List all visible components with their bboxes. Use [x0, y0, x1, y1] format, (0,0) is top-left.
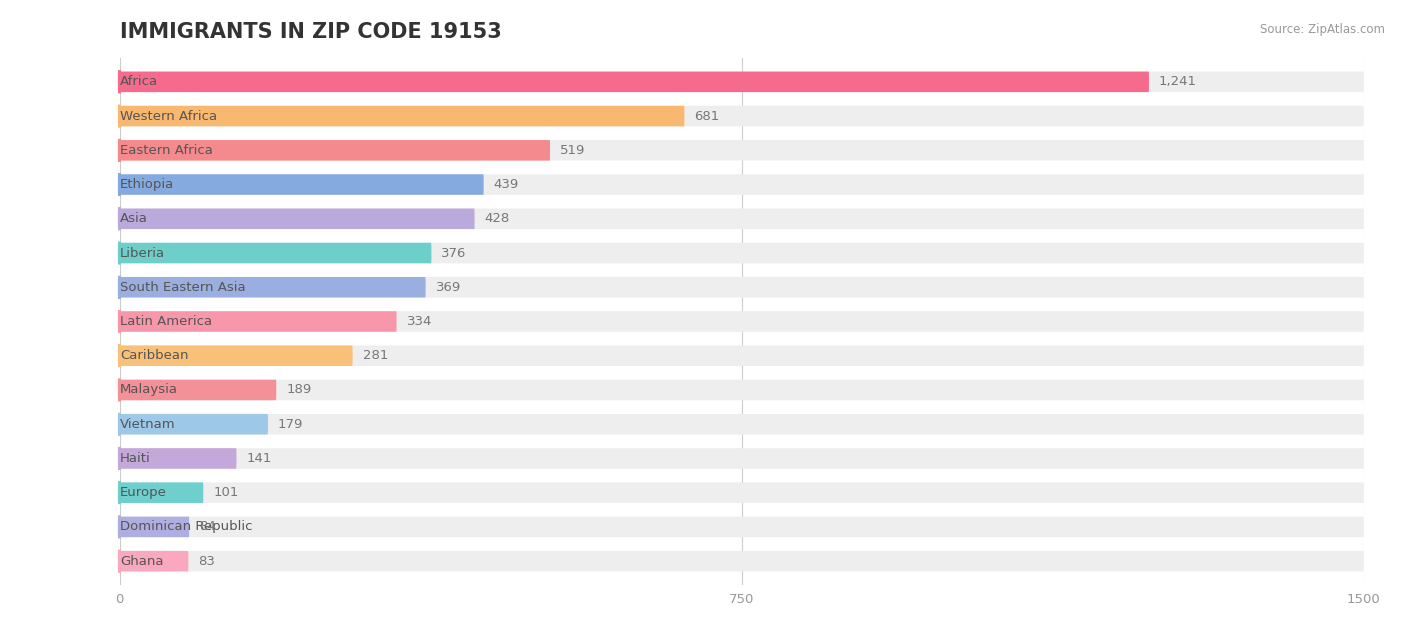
- FancyBboxPatch shape: [120, 311, 1364, 332]
- Text: 101: 101: [214, 486, 239, 499]
- Text: Haiti: Haiti: [120, 452, 150, 465]
- Text: IMMIGRANTS IN ZIP CODE 19153: IMMIGRANTS IN ZIP CODE 19153: [120, 23, 502, 42]
- Text: Dominican Republic: Dominican Republic: [120, 520, 252, 534]
- FancyBboxPatch shape: [120, 551, 1364, 572]
- FancyBboxPatch shape: [120, 106, 685, 126]
- FancyBboxPatch shape: [120, 448, 236, 469]
- Text: Africa: Africa: [120, 75, 157, 88]
- FancyBboxPatch shape: [120, 277, 1364, 298]
- FancyBboxPatch shape: [120, 345, 353, 366]
- Text: 681: 681: [695, 109, 720, 123]
- FancyBboxPatch shape: [120, 517, 1364, 537]
- Text: Source: ZipAtlas.com: Source: ZipAtlas.com: [1260, 23, 1385, 35]
- Text: 334: 334: [406, 315, 432, 328]
- Text: 1,241: 1,241: [1159, 75, 1197, 88]
- Text: Ghana: Ghana: [120, 555, 163, 568]
- FancyBboxPatch shape: [120, 448, 1364, 469]
- Text: Liberia: Liberia: [120, 246, 165, 260]
- Text: Caribbean: Caribbean: [120, 349, 188, 362]
- Text: Europe: Europe: [120, 486, 167, 499]
- FancyBboxPatch shape: [120, 551, 188, 572]
- FancyBboxPatch shape: [120, 71, 1364, 92]
- FancyBboxPatch shape: [120, 345, 1364, 366]
- Text: Malaysia: Malaysia: [120, 383, 177, 397]
- Text: 281: 281: [363, 349, 388, 362]
- Text: 189: 189: [287, 383, 312, 397]
- FancyBboxPatch shape: [120, 482, 1364, 503]
- FancyBboxPatch shape: [120, 414, 1364, 435]
- Text: 84: 84: [200, 520, 217, 534]
- Text: Eastern Africa: Eastern Africa: [120, 144, 212, 157]
- Text: 428: 428: [485, 212, 510, 225]
- FancyBboxPatch shape: [120, 414, 269, 435]
- FancyBboxPatch shape: [120, 174, 484, 195]
- FancyBboxPatch shape: [120, 71, 1149, 92]
- Text: 369: 369: [436, 281, 461, 294]
- FancyBboxPatch shape: [120, 208, 475, 229]
- Text: 83: 83: [198, 555, 215, 568]
- Text: 179: 179: [278, 418, 304, 431]
- Text: Ethiopia: Ethiopia: [120, 178, 174, 191]
- Text: 519: 519: [560, 144, 585, 157]
- FancyBboxPatch shape: [120, 208, 1364, 229]
- FancyBboxPatch shape: [120, 140, 1364, 161]
- Text: South Eastern Asia: South Eastern Asia: [120, 281, 246, 294]
- FancyBboxPatch shape: [120, 106, 1364, 126]
- FancyBboxPatch shape: [120, 243, 432, 263]
- Text: Asia: Asia: [120, 212, 148, 225]
- FancyBboxPatch shape: [120, 380, 1364, 400]
- Text: Western Africa: Western Africa: [120, 109, 217, 123]
- FancyBboxPatch shape: [120, 243, 1364, 263]
- FancyBboxPatch shape: [120, 311, 396, 332]
- FancyBboxPatch shape: [120, 482, 204, 503]
- FancyBboxPatch shape: [120, 517, 190, 537]
- FancyBboxPatch shape: [120, 380, 277, 400]
- FancyBboxPatch shape: [120, 277, 426, 298]
- Text: 439: 439: [494, 178, 519, 191]
- Text: 376: 376: [441, 246, 467, 260]
- FancyBboxPatch shape: [120, 174, 1364, 195]
- Text: Latin America: Latin America: [120, 315, 212, 328]
- Text: Vietnam: Vietnam: [120, 418, 176, 431]
- FancyBboxPatch shape: [120, 140, 550, 161]
- Text: 141: 141: [246, 452, 271, 465]
